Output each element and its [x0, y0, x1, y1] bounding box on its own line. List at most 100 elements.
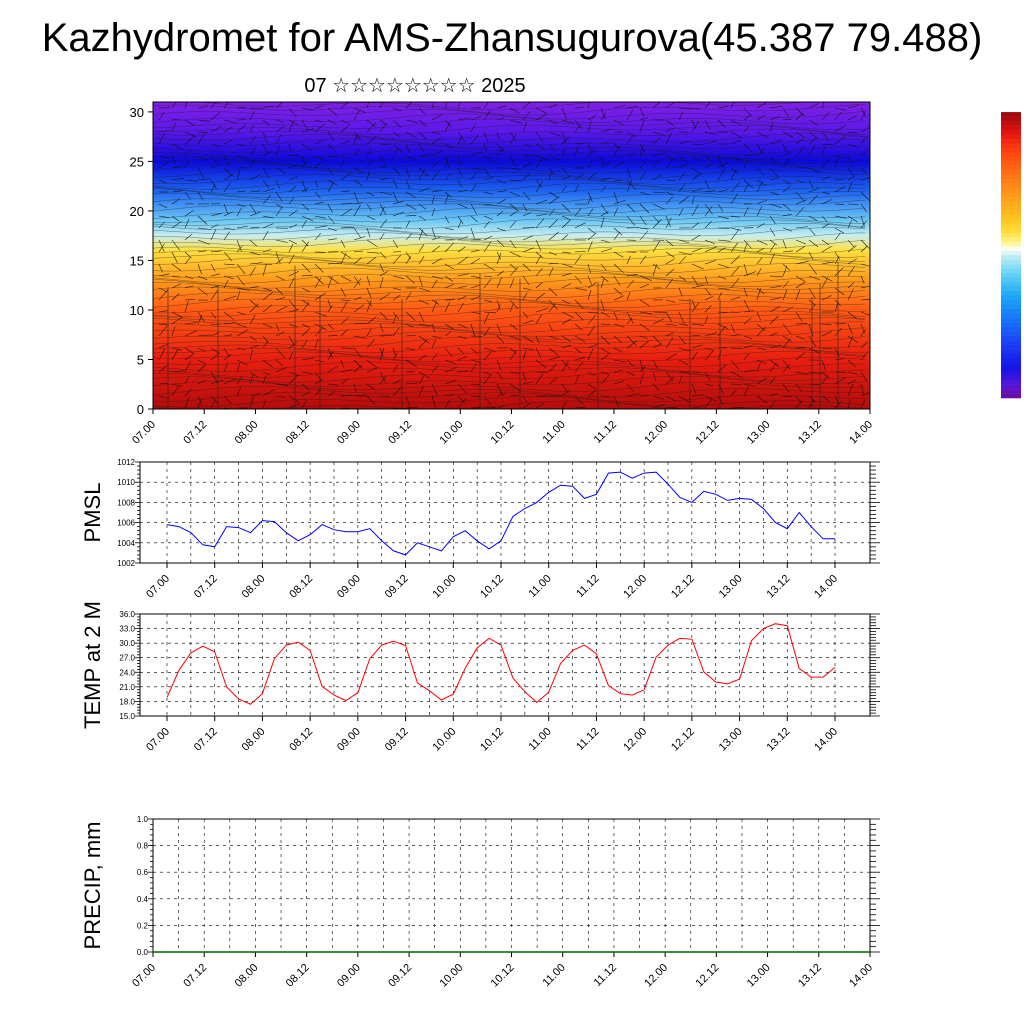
wind-barb — [639, 395, 649, 397]
x-tick-label: 08.12 — [284, 419, 312, 447]
x-tick-label: 10.00 — [430, 573, 458, 601]
wind-barb — [197, 191, 204, 201]
wind-barb — [561, 215, 571, 221]
wind-barb — [613, 227, 623, 236]
wind-barb — [574, 347, 582, 354]
wind-barb — [405, 275, 415, 284]
wind-barb — [483, 215, 494, 220]
colorbar-swatch — [1001, 179, 1021, 184]
vertical-streaks — [167, 261, 839, 409]
wind-barb — [444, 215, 450, 224]
wind-barb — [574, 184, 579, 193]
colorbar-swatch — [1001, 330, 1021, 336]
y-tick-label: 33.0 — [119, 625, 135, 634]
wind-barb — [587, 149, 597, 157]
wind-barb — [834, 232, 841, 241]
wind-barb — [613, 119, 624, 126]
wind-barb — [860, 220, 868, 229]
wind-barb — [496, 335, 505, 343]
wind-barb — [314, 179, 319, 188]
wind-barb — [756, 115, 766, 121]
wind-barb — [639, 311, 652, 315]
y-tick-label: 0.6 — [137, 868, 149, 877]
wind-barb — [756, 268, 762, 277]
wind-barb — [379, 123, 387, 133]
wind-barb — [353, 275, 361, 286]
wind-barb — [795, 371, 809, 375]
wind-barb — [600, 141, 610, 145]
wind-barb — [626, 167, 631, 178]
wind-barb — [691, 248, 702, 253]
wind-barb — [821, 331, 832, 337]
y-tick-label: 1010 — [117, 478, 135, 487]
x-tick-label: 11.00 — [540, 962, 567, 989]
wind-barb — [197, 275, 208, 281]
colorbar-swatch — [1001, 304, 1021, 309]
wind-barb — [639, 359, 644, 371]
wind-barb — [301, 400, 308, 409]
wind-barb — [717, 326, 726, 337]
wind-barb — [730, 155, 742, 161]
wind-barb — [743, 263, 748, 276]
wind-barb — [587, 311, 599, 314]
wind-barb — [574, 119, 583, 130]
wind-barb — [262, 230, 269, 241]
wind-barb — [574, 208, 582, 217]
x-tick-label: 09.12 — [383, 726, 411, 754]
wind-barb — [587, 191, 593, 203]
wind-barb — [522, 212, 532, 217]
wind-barb — [392, 201, 404, 205]
wind-barb — [639, 117, 649, 121]
wind-barb — [496, 179, 506, 184]
wind-barb — [353, 131, 362, 141]
wind-barb — [535, 314, 542, 325]
wind-barb — [769, 393, 779, 397]
wind-barb — [444, 359, 456, 364]
wind-barb — [509, 107, 520, 114]
wind-barb — [756, 223, 765, 229]
wind-barb — [340, 251, 351, 259]
wind-barb — [210, 273, 220, 277]
wind-barb — [509, 119, 522, 124]
wind-barb — [483, 167, 490, 176]
wind-barb — [847, 379, 856, 385]
wind-barb — [821, 176, 831, 181]
wind-barb — [678, 162, 691, 169]
wind-barb — [262, 105, 275, 109]
wind-barb — [405, 407, 418, 409]
colorbar-swatch — [1001, 322, 1021, 327]
wind-barb — [639, 161, 647, 169]
wind-barb — [340, 252, 347, 265]
wind-barb — [587, 227, 596, 234]
wind-barb — [561, 273, 572, 277]
y-tick-label: 1006 — [117, 519, 135, 528]
wind-barb — [171, 263, 182, 271]
contour-line — [153, 207, 866, 219]
wind-barb — [171, 251, 178, 264]
wind-barb — [366, 251, 380, 254]
wind-barb — [366, 257, 376, 265]
wind-barb — [158, 348, 166, 361]
wind-barb — [288, 224, 297, 229]
wind-barb — [769, 121, 774, 133]
colorbar-swatch — [1001, 147, 1021, 153]
y-axis-label: PRECIP, mm — [80, 822, 105, 950]
colorbar-swatch — [1001, 161, 1021, 166]
wind-barb — [483, 203, 493, 206]
wind-barb — [769, 177, 780, 181]
wind-barb — [470, 323, 475, 337]
wind-barb — [457, 203, 468, 209]
wind-barb — [587, 344, 598, 349]
wind-barb — [210, 179, 217, 190]
wind-barb — [574, 361, 583, 373]
wind-barb — [249, 303, 259, 313]
wind-barb — [353, 335, 367, 339]
wind-barb — [171, 347, 183, 351]
wind-barb — [795, 275, 805, 282]
colorbar-swatch — [1001, 246, 1021, 251]
wind-barb — [223, 203, 229, 215]
colorbar-swatch — [1001, 290, 1021, 296]
wind-barb — [730, 182, 740, 193]
wind-barb — [184, 191, 191, 199]
wind-barb — [366, 119, 376, 128]
